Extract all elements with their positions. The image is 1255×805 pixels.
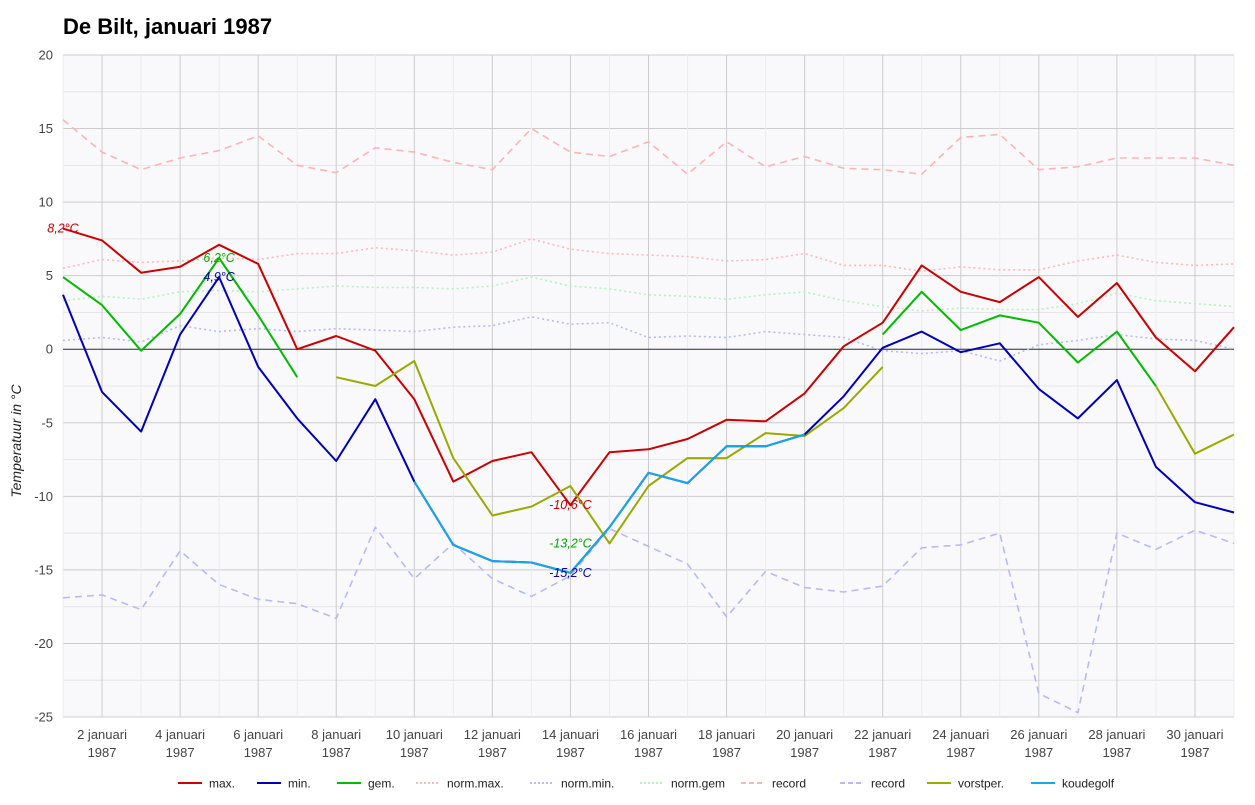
series-record_max bbox=[62, 119, 1235, 175]
y-tick-label: 5 bbox=[46, 268, 53, 283]
legend-label: gem. bbox=[368, 777, 395, 791]
x-tick-label: 14 januari 1987 bbox=[542, 727, 599, 760]
series-vorstper bbox=[335, 360, 1235, 545]
legend-label: norm.min. bbox=[561, 777, 614, 791]
series-line-vorstper bbox=[335, 360, 884, 545]
y-tick-label: -15 bbox=[34, 562, 53, 577]
series-line-koudegolf bbox=[413, 433, 805, 574]
series-line-norm_gem bbox=[62, 276, 1235, 312]
x-tick-label: 26 januari 1987 bbox=[1010, 727, 1067, 760]
legend-item[interactable]: record bbox=[840, 777, 905, 791]
series-max bbox=[62, 227, 1235, 507]
series-gem bbox=[62, 257, 1157, 387]
y-tick-label: -25 bbox=[34, 710, 53, 725]
series-line-max bbox=[62, 227, 1235, 507]
legend-label: norm.gem bbox=[671, 777, 725, 791]
legend-item[interactable]: norm.min. bbox=[530, 777, 614, 791]
series-line-gem bbox=[881, 290, 1157, 387]
y-axis-label: Temperatuur in °C bbox=[8, 383, 24, 497]
legend-label: record bbox=[772, 777, 806, 791]
x-tick-label: 8 januari 1987 bbox=[311, 727, 361, 760]
series-line-norm_max bbox=[62, 238, 1235, 273]
series-record_min bbox=[62, 526, 1235, 714]
legend-item[interactable]: record bbox=[741, 777, 806, 791]
x-tick-label: 22 januari 1987 bbox=[854, 727, 911, 760]
x-tick-label: 30 januari 1987 bbox=[1166, 727, 1223, 760]
x-tick-label: 18 januari 1987 bbox=[698, 727, 755, 760]
data-label: -15,2°C bbox=[549, 566, 592, 580]
data-label: 4,9°C bbox=[203, 270, 235, 284]
series-norm_gem bbox=[62, 276, 1235, 312]
legend-label: vorstper. bbox=[958, 777, 1004, 791]
y-tick-label: -5 bbox=[41, 415, 53, 430]
data-label: -10,6°C bbox=[549, 498, 592, 512]
y-tick-label: 10 bbox=[39, 195, 53, 210]
y-tick-label: 20 bbox=[39, 48, 53, 63]
legend-item[interactable]: norm.gem bbox=[640, 777, 725, 791]
legend-item[interactable]: koudegolf bbox=[1031, 777, 1115, 791]
x-tick-label: 2 januari 1987 bbox=[77, 727, 127, 760]
legend-label: min. bbox=[288, 777, 311, 791]
x-tick-label: 6 januari 1987 bbox=[233, 727, 283, 760]
series-line-record_min bbox=[62, 526, 1235, 714]
legend-item[interactable]: min. bbox=[257, 777, 311, 791]
data-label: -13,2°C bbox=[549, 536, 592, 550]
legend-label: max. bbox=[209, 777, 235, 791]
y-tick-label: -10 bbox=[34, 489, 53, 504]
y-tick-label: -20 bbox=[34, 636, 53, 651]
axes: 20 15 10 5 0 -5 -10 -15 -20 -25 2 januari 1987 4 jan… bbox=[8, 48, 1224, 761]
legend-label: koudegolf bbox=[1062, 777, 1115, 791]
legend-label: record bbox=[871, 777, 905, 791]
chart-title: De Bilt, januari 1987 bbox=[63, 14, 273, 39]
series-line-record_max bbox=[62, 119, 1235, 175]
series-koudegolf bbox=[413, 433, 805, 574]
x-tick-label: 10 januari 1987 bbox=[386, 727, 443, 760]
series-line-vorstper bbox=[1155, 385, 1235, 455]
series-norm_max bbox=[62, 238, 1235, 273]
annotations: 8,2°C 6,2°C 4,9°C -10,6°C -13,2°C -15,2°C bbox=[47, 222, 592, 580]
x-tick-label: 20 januari 1987 bbox=[776, 727, 833, 760]
grid bbox=[62, 54, 1235, 718]
x-tick-label: 12 januari 1987 bbox=[464, 727, 521, 760]
legend-item[interactable]: max. bbox=[178, 777, 235, 791]
y-tick-label: 15 bbox=[39, 121, 53, 136]
legend-item[interactable]: norm.max. bbox=[416, 777, 504, 791]
y-tick-label: 0 bbox=[46, 342, 53, 357]
series-line-gem bbox=[62, 257, 299, 378]
legend-item[interactable]: gem. bbox=[337, 777, 395, 791]
x-tick-label: 16 januari 1987 bbox=[620, 727, 677, 760]
legend: max. min. gem. norm.max. norm.min. norm.gem re… bbox=[178, 777, 1115, 791]
legend-item[interactable]: vorstper. bbox=[927, 777, 1004, 791]
data-label: 8,2°C bbox=[47, 222, 79, 236]
legend-label: norm.max. bbox=[447, 777, 504, 791]
series-lines bbox=[62, 119, 1235, 714]
data-label: 6,2°C bbox=[203, 251, 235, 265]
x-tick-label: 4 januari 1987 bbox=[155, 727, 205, 760]
x-tick-label: 28 januari 1987 bbox=[1088, 727, 1145, 760]
x-tick-label: 24 januari 1987 bbox=[932, 727, 989, 760]
